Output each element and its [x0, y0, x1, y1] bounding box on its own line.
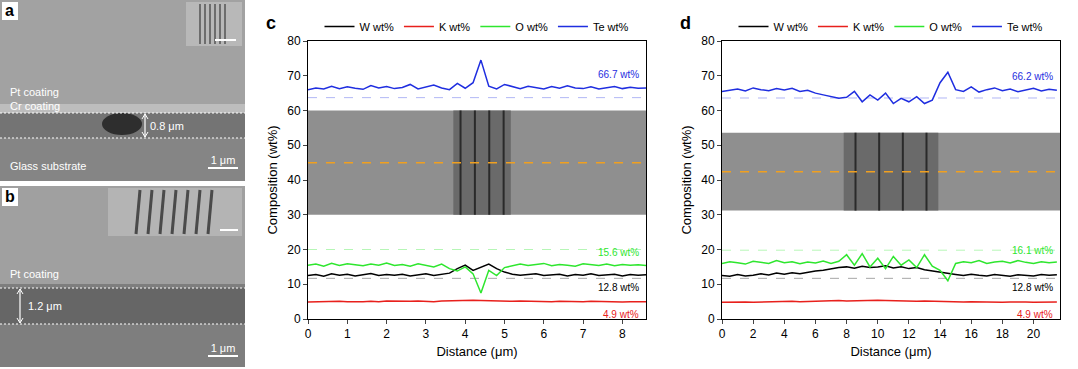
svg-text:Te wt%: Te wt% [593, 21, 629, 33]
svg-text:2: 2 [750, 327, 757, 341]
svg-text:10: 10 [287, 277, 301, 291]
svg-text:10: 10 [701, 277, 715, 291]
svg-text:16: 16 [965, 327, 979, 341]
svg-text:12.8 wt%: 12.8 wt% [1012, 282, 1053, 293]
svg-text:K wt%: K wt% [853, 21, 884, 33]
svg-text:16.1 wt%: 16.1 wt% [1012, 245, 1053, 256]
svg-text:7: 7 [580, 327, 587, 341]
svg-text:Composition (wt%): Composition (wt%) [265, 125, 280, 234]
svg-text:a: a [5, 2, 14, 19]
svg-text:b: b [5, 188, 15, 205]
svg-text:Pt coating: Pt coating [10, 86, 59, 98]
svg-text:0: 0 [294, 312, 301, 326]
svg-text:40: 40 [701, 173, 715, 187]
svg-text:20: 20 [701, 243, 715, 257]
svg-text:0.8 μm: 0.8 μm [150, 120, 184, 132]
svg-text:6: 6 [812, 327, 819, 341]
svg-text:8: 8 [619, 327, 626, 341]
svg-text:4: 4 [462, 327, 469, 341]
svg-text:5: 5 [501, 327, 508, 341]
svg-text:30: 30 [287, 208, 301, 222]
svg-text:1 μm: 1 μm [211, 154, 236, 166]
svg-text:c: c [266, 13, 276, 33]
svg-text:W wt%: W wt% [360, 21, 394, 33]
svg-text:8: 8 [843, 327, 850, 341]
svg-text:Distance (μm): Distance (μm) [436, 344, 517, 359]
svg-text:4: 4 [781, 327, 788, 341]
svg-text:W wt%: W wt% [774, 21, 808, 33]
svg-text:10: 10 [871, 327, 885, 341]
svg-text:3: 3 [423, 327, 430, 341]
svg-text:20: 20 [1027, 327, 1041, 341]
svg-text:6: 6 [540, 327, 547, 341]
svg-text:4.9 wt%: 4.9 wt% [603, 309, 639, 320]
svg-text:1.2 μm: 1.2 μm [28, 300, 62, 312]
svg-text:30: 30 [701, 208, 715, 222]
svg-text:66.7 wt%: 66.7 wt% [598, 69, 639, 80]
svg-text:K wt%: K wt% [439, 21, 470, 33]
svg-text:Pt coating: Pt coating [10, 268, 59, 280]
svg-text:70: 70 [287, 69, 301, 83]
svg-text:Glass substrate: Glass substrate [10, 160, 86, 172]
svg-text:4.9 wt%: 4.9 wt% [1017, 309, 1053, 320]
svg-text:0: 0 [719, 327, 726, 341]
svg-text:Distance (μm): Distance (μm) [850, 344, 931, 359]
svg-text:50: 50 [287, 138, 301, 152]
svg-text:80: 80 [287, 34, 301, 48]
svg-text:Cr coating: Cr coating [10, 100, 60, 112]
svg-text:12.8 wt%: 12.8 wt% [598, 282, 639, 293]
svg-text:66.2 wt%: 66.2 wt% [1012, 71, 1053, 82]
svg-text:1 μm: 1 μm [211, 342, 236, 354]
svg-text:60: 60 [701, 104, 715, 118]
svg-text:O wt%: O wt% [929, 21, 962, 33]
svg-text:12: 12 [902, 327, 916, 341]
svg-text:1: 1 [344, 327, 351, 341]
svg-text:0: 0 [305, 327, 312, 341]
svg-text:0: 0 [708, 312, 715, 326]
svg-text:15.6 wt%: 15.6 wt% [598, 247, 639, 258]
svg-text:d: d [680, 13, 691, 33]
svg-text:Composition (wt%): Composition (wt%) [679, 125, 694, 234]
svg-text:Te wt%: Te wt% [1007, 21, 1043, 33]
svg-text:20: 20 [287, 243, 301, 257]
svg-text:60: 60 [287, 104, 301, 118]
svg-text:14: 14 [933, 327, 947, 341]
svg-text:40: 40 [287, 173, 301, 187]
svg-text:50: 50 [701, 138, 715, 152]
svg-text:80: 80 [701, 34, 715, 48]
svg-text:70: 70 [701, 69, 715, 83]
svg-text:O wt%: O wt% [515, 21, 548, 33]
svg-text:18: 18 [996, 327, 1010, 341]
svg-text:2: 2 [383, 327, 390, 341]
